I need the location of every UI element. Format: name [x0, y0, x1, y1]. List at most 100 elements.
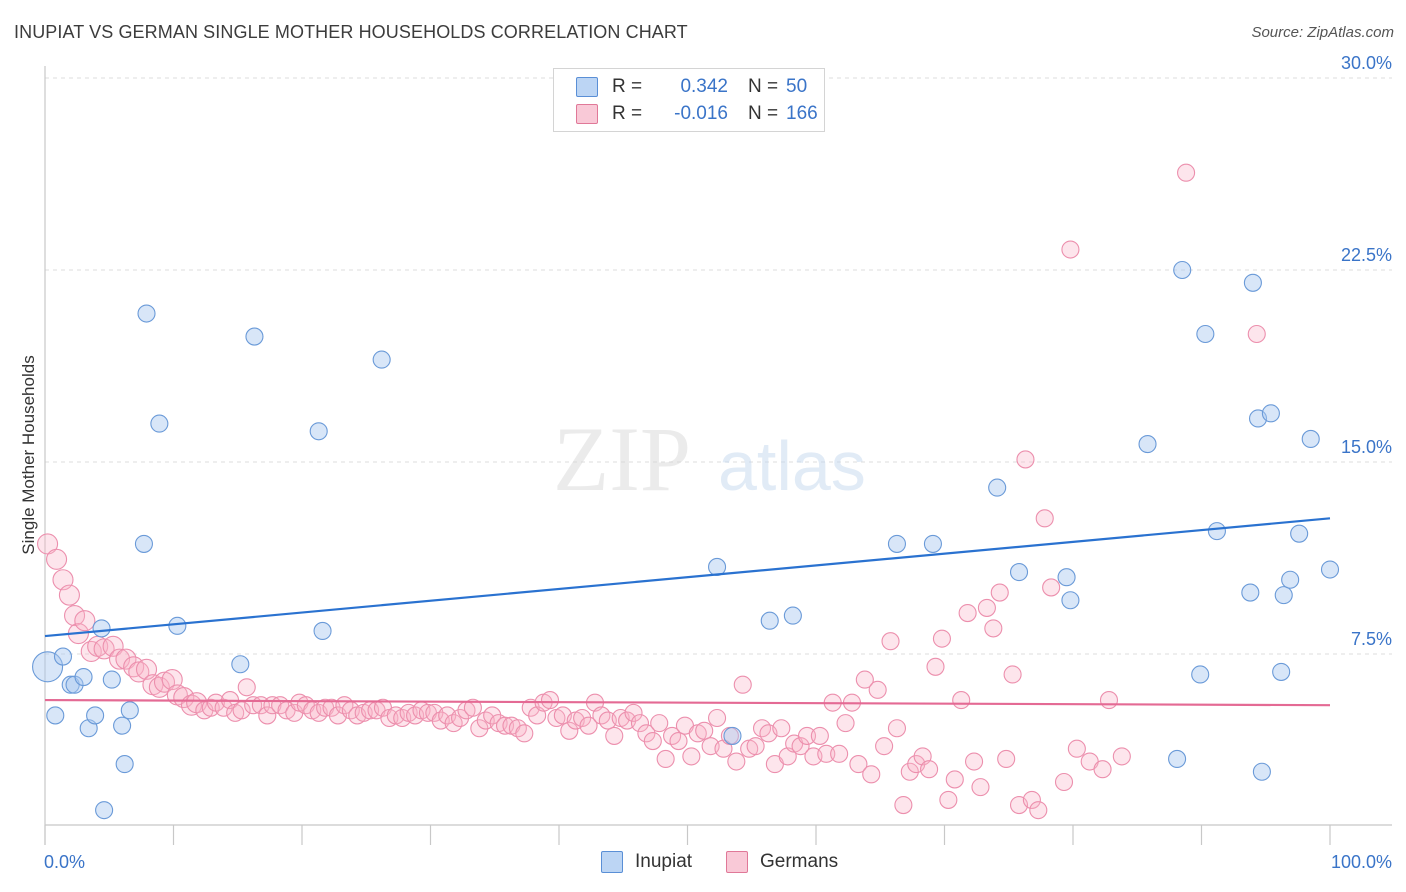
inupiat-point [120, 701, 139, 720]
germans-point [772, 719, 791, 738]
germans-point [258, 706, 277, 725]
germans-point [1022, 790, 1041, 809]
germans-point [624, 703, 643, 722]
inupiat-point [1061, 591, 1080, 610]
germans-point [945, 770, 964, 789]
y-axis-label: Single Mother Households [19, 355, 38, 554]
germans-point [1035, 509, 1054, 528]
series-legend: Inupiat Germans [0, 851, 1406, 877]
inupiat-point [74, 667, 93, 687]
inupiat-point [1196, 324, 1215, 344]
inupiat-point [1243, 273, 1262, 292]
x-tick-label: 100.0% [1331, 852, 1392, 872]
inupiat-point [1290, 524, 1309, 543]
inupiat-point [1241, 583, 1260, 602]
germans-point [1067, 739, 1086, 758]
inupiat-point [102, 670, 121, 689]
inupiat-point [1252, 762, 1271, 781]
inupiat-point [1261, 404, 1280, 423]
germans-point [797, 726, 817, 745]
watermark-atlas: atlas [718, 427, 866, 505]
germans-point [952, 691, 971, 710]
germans-point [830, 744, 849, 763]
legend-item-inupiat[interactable]: Inupiat [601, 851, 692, 873]
germans-point [656, 749, 675, 769]
inupiat-point [887, 534, 907, 553]
legend-r-label: R = [612, 76, 643, 97]
germans-point [682, 747, 701, 766]
watermark: ZIP atlas [553, 408, 866, 510]
germans-point [1093, 760, 1112, 779]
germans-point [849, 755, 868, 774]
inupiat-point [113, 716, 132, 735]
germans-point [470, 719, 489, 738]
y-tick-label: 22.5% [1341, 245, 1392, 265]
germans-point [958, 603, 977, 623]
inupiat-point [1281, 570, 1300, 589]
inupiat-point [46, 706, 65, 725]
germans-point [560, 721, 579, 740]
germans-point [791, 737, 810, 756]
germans-point [46, 548, 68, 570]
inupiat-point [309, 422, 328, 441]
inupiat-point [1173, 260, 1192, 280]
germans-point [128, 661, 150, 683]
legend-r-value: 0.342 [680, 76, 728, 97]
germans-point [733, 675, 752, 694]
germans-point [573, 708, 592, 728]
germans-point [971, 778, 990, 797]
germans-point [637, 724, 656, 743]
inupiat-point [1207, 522, 1226, 541]
germans-point [153, 671, 176, 693]
germans-point [605, 726, 624, 745]
legend-r-label: R = [612, 103, 643, 124]
germans-point [1247, 324, 1266, 344]
germans-point [862, 765, 881, 784]
germans-point [932, 629, 951, 648]
germans-point [650, 714, 669, 733]
inupiat-point [115, 755, 134, 774]
germans-point [1061, 240, 1080, 259]
germans-point [997, 749, 1016, 769]
y-tick-label: 15.0% [1341, 437, 1392, 457]
inupiat-point [1272, 662, 1291, 681]
germans-point [102, 635, 124, 657]
germans-point [977, 598, 996, 617]
watermark-zip: ZIP [553, 408, 691, 510]
germans-point [990, 583, 1009, 602]
legend-label-inupiat: Inupiat [635, 851, 693, 872]
germans-point [540, 691, 560, 710]
germans-point [214, 698, 233, 717]
germans-point [463, 698, 482, 717]
germans-point [1112, 747, 1131, 766]
chart-source: Source: ZipAtlas.com [1251, 24, 1394, 41]
germans-point [1003, 665, 1022, 684]
germans-point [173, 686, 195, 709]
germans-point [115, 648, 137, 670]
germans-point [1054, 772, 1074, 792]
germans-point [237, 678, 256, 697]
germans-point [643, 731, 662, 751]
trend-lines [44, 517, 1331, 707]
legend-item-germans[interactable]: Germans [726, 851, 838, 873]
germans-point [579, 716, 598, 735]
inupiat-point [86, 706, 105, 725]
inupiat-point [1274, 586, 1293, 605]
germans-point [64, 605, 86, 627]
inupiat-point [1168, 749, 1187, 769]
inupiat-point [137, 304, 156, 323]
germans-point [58, 584, 80, 606]
germans-point [855, 670, 874, 689]
germans-point [451, 708, 470, 728]
inupiat-point [783, 606, 802, 625]
germans-point [201, 698, 220, 717]
germans-points [37, 163, 1266, 820]
germans-point [868, 680, 887, 699]
y-tick-label: 7.5% [1351, 629, 1392, 649]
germans-point [727, 752, 746, 771]
germans-point [810, 726, 829, 745]
germans-point [630, 714, 650, 733]
germans-point [817, 744, 836, 763]
inupiat-point [53, 647, 73, 666]
